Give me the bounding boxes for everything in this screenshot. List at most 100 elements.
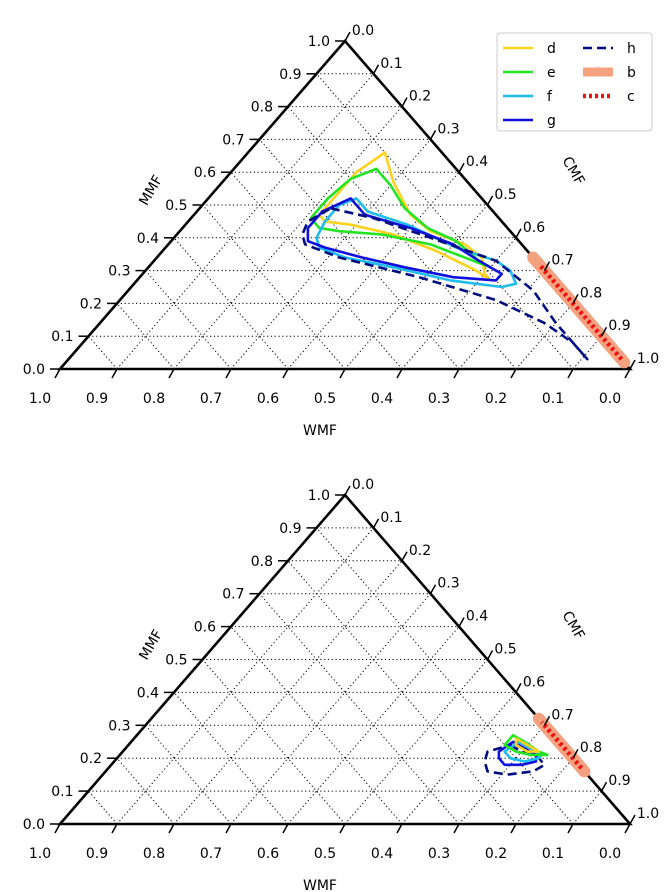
grid-line-cmf <box>515 757 574 825</box>
grid-line-wmf <box>173 237 289 370</box>
tick-label-mmf: 0.3 <box>108 718 130 734</box>
tick-bottom <box>567 823 574 834</box>
series-f-line <box>503 740 543 763</box>
tick-bottom <box>225 823 232 834</box>
legend-label-e: e <box>547 65 556 81</box>
tick-label-mmf: 0.1 <box>51 784 73 800</box>
tick-label-wmf: 0.4 <box>371 391 393 407</box>
tick-label-mmf: 0.7 <box>222 132 244 148</box>
tick-label-wmf: 0.5 <box>314 391 336 407</box>
tick-label-cmf: 0.6 <box>523 220 545 236</box>
tick-right <box>572 294 579 304</box>
tick-label-cmf: 0.3 <box>437 121 459 137</box>
grid-line-wmf <box>116 303 175 370</box>
tick-bottom <box>168 823 175 834</box>
ticks <box>50 485 636 834</box>
tick-label-cmf: 0.7 <box>551 707 573 723</box>
tick-label-cmf: 0.8 <box>580 285 602 301</box>
tick-label-cmf: 0.0 <box>352 477 374 493</box>
tick-label-mmf: 0.9 <box>279 521 301 537</box>
tick-bottom <box>54 823 61 834</box>
grid-line-wmf <box>287 560 517 825</box>
tick-label-wmf: 0.8 <box>143 391 165 407</box>
tick-right <box>401 551 408 562</box>
grid-line-wmf <box>88 790 118 825</box>
tick-label-wmf: 0.2 <box>485 846 507 862</box>
tick-label-cmf: 1.0 <box>637 806 659 822</box>
grid-lines <box>88 527 602 825</box>
tick-right <box>543 715 551 726</box>
tick-bottom <box>111 823 118 834</box>
grid-line-cmf <box>173 560 403 825</box>
tick-right <box>600 781 608 792</box>
tick-label-cmf: 0.4 <box>466 154 488 170</box>
tick-label-wmf: 0.9 <box>86 846 108 862</box>
grid-line-cmf <box>344 659 488 825</box>
legend-label-f: f <box>547 89 553 105</box>
tick-bottom <box>624 823 631 834</box>
tick-label-mmf: 0.4 <box>137 231 159 247</box>
tick-label-mmf: 1.0 <box>308 34 330 50</box>
tick-right <box>629 814 636 825</box>
grid-line-wmf <box>173 692 289 825</box>
axis-label-wmf: WMF <box>303 423 337 439</box>
grid-line-wmf <box>259 593 460 825</box>
tick-label-cmf: 0.4 <box>466 609 488 625</box>
grid-line-cmf <box>458 270 545 370</box>
tick-right <box>372 64 380 75</box>
tick-label-mmf: 0.2 <box>80 296 102 312</box>
tick-label-wmf: 1.0 <box>29 391 51 407</box>
tick-right <box>344 31 351 42</box>
tick-label-cmf: 0.8 <box>580 740 602 756</box>
grid-line-wmf <box>116 757 175 825</box>
tick-label-cmf: 0.5 <box>494 187 516 203</box>
tick-bottom <box>567 368 574 379</box>
tick-bottom <box>510 368 517 379</box>
tick-bottom <box>111 368 118 379</box>
tick-label-wmf: 0.4 <box>371 846 393 862</box>
tick-label-cmf: 0.7 <box>551 253 573 269</box>
tick-label-mmf: 0.9 <box>279 67 301 83</box>
tick-label-wmf: 0.5 <box>314 846 336 862</box>
tick-right <box>515 228 522 239</box>
grid-line-wmf <box>202 659 346 825</box>
tick-label-cmf: 0.2 <box>409 543 431 559</box>
tick-right <box>401 97 408 107</box>
tick-label-wmf: 0.9 <box>86 391 108 407</box>
tick-label-cmf: 0.9 <box>608 773 630 789</box>
grid-line-cmf <box>401 692 517 825</box>
tick-label-wmf: 0.7 <box>200 846 222 862</box>
tick-label-mmf: 0.5 <box>165 653 187 669</box>
grid-line-cmf <box>515 303 574 370</box>
tick-label-mmf: 0.0 <box>23 362 45 378</box>
tick-right <box>344 485 351 496</box>
tick-label-wmf: 0.0 <box>599 391 621 407</box>
tick-label-cmf: 0.3 <box>437 576 459 592</box>
tick-right <box>458 162 465 173</box>
grid-line-cmf <box>116 527 374 825</box>
tick-right <box>486 650 494 660</box>
tick-label-mmf: 0.2 <box>80 751 102 767</box>
tick-right <box>543 261 551 271</box>
tick-label-wmf: 0.6 <box>257 846 279 862</box>
tick-label-mmf: 0.0 <box>23 817 45 833</box>
axis-label-mmf: MMF <box>136 627 166 663</box>
series-e-line <box>309 167 492 269</box>
tick-label-mmf: 0.8 <box>251 100 273 116</box>
tick-right <box>458 617 465 627</box>
series-h-line <box>301 207 589 361</box>
legend-label-d: d <box>547 41 556 57</box>
tick-bottom <box>225 368 232 379</box>
tick-label-mmf: 0.5 <box>165 198 187 214</box>
tick-bottom <box>339 823 346 834</box>
tick-label-cmf: 0.1 <box>380 510 402 526</box>
tick-right <box>429 130 437 140</box>
tick-bottom <box>339 368 346 379</box>
grid-line-wmf <box>316 527 574 825</box>
tick-label-wmf: 0.7 <box>200 391 222 407</box>
tick-label-cmf: 0.1 <box>380 56 402 72</box>
legend-label-c: c <box>627 89 635 105</box>
tick-bottom <box>624 368 631 379</box>
